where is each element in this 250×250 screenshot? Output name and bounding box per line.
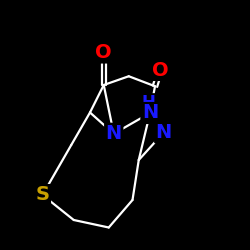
Text: N: N [106,124,122,143]
Text: O: O [96,43,112,62]
Text: S: S [36,186,50,204]
Text: N: N [142,104,158,122]
Text: N: N [156,123,172,142]
Text: O: O [152,60,168,80]
Text: H: H [142,94,156,112]
